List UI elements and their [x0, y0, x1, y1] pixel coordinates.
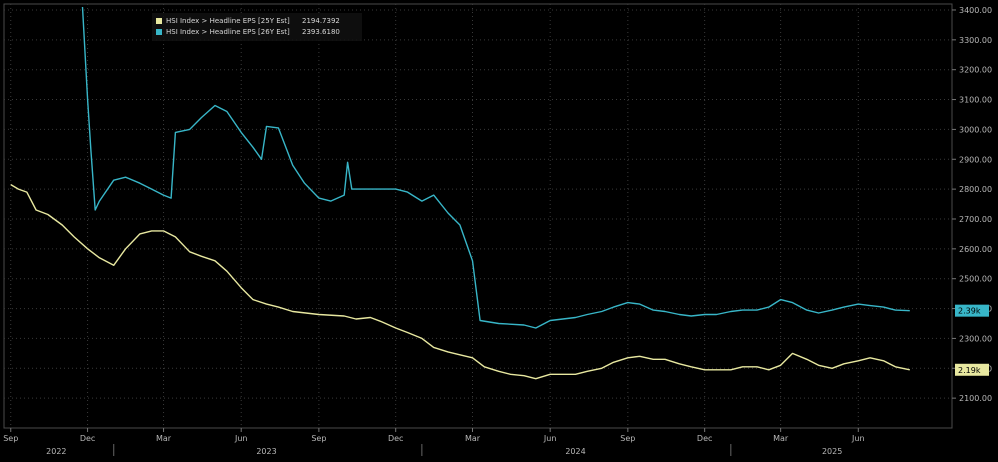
x-tick-label: Mar: [465, 434, 481, 443]
y-tick-label: 3200.00: [959, 66, 992, 75]
legend-series-name: HSI Index > Headline EPS [26Y Est]: [166, 28, 290, 36]
x-year-label: 2022: [46, 447, 66, 456]
x-tick-label: Sep: [3, 434, 18, 443]
x-year-label: 2023: [256, 447, 276, 456]
x-tick-label: Sep: [311, 434, 326, 443]
plot-frame: [3, 3, 953, 429]
last-value-label: 2.19k: [958, 366, 981, 375]
y-tick-label: 2500.00: [959, 275, 992, 284]
x-tick-label: Sep: [620, 434, 635, 443]
series-layer: [10, 6, 910, 380]
x-tick-label: Dec: [697, 434, 712, 443]
y-tick-label: 2900.00: [959, 155, 992, 164]
y-tick-label: 3000.00: [959, 125, 992, 134]
last-value-badge: [955, 304, 989, 317]
y-tick-label: 3100.00: [959, 96, 992, 105]
last-value-label: 2.39k: [958, 307, 981, 316]
x-tick-label: Dec: [80, 434, 95, 443]
legend-series-value: 2393.6180: [302, 28, 340, 36]
y-tick-label: 2600.00: [959, 245, 992, 254]
y-tick-label: 2100.00: [959, 394, 992, 403]
x-tick-label: Jun: [851, 434, 865, 443]
x-year-label: 2025: [822, 447, 842, 456]
legend: HSI Index > Headline EPS [25Y Est] 2194.7…: [152, 13, 362, 41]
legend-swatch: [156, 18, 162, 24]
x-tick-label: Jun: [543, 434, 557, 443]
grid-layer: [3, 3, 953, 429]
y-tick-label: 3300.00: [959, 36, 992, 45]
x-tick-label: Dec: [388, 434, 403, 443]
y-tick-label: 2300.00: [959, 334, 992, 343]
series-line-1: [10, 183, 910, 380]
y-tick-label: 2700.00: [959, 215, 992, 224]
y-tick-label: 3400.00: [959, 6, 992, 15]
y-tick-label: 2800.00: [959, 185, 992, 194]
legend-series-value: 2194.7392: [302, 17, 340, 25]
axis-layer: 2100.002200.002300.002400.002500.002600.…: [3, 6, 992, 456]
legend-box: [152, 13, 362, 41]
legend-series-name: HSI Index > Headline EPS [25Y Est]: [166, 17, 290, 25]
x-tick-label: Mar: [773, 434, 789, 443]
x-year-label: 2024: [565, 447, 585, 456]
legend-swatch: [156, 29, 162, 35]
x-tick-label: Jun: [234, 434, 248, 443]
x-tick-label: Mar: [156, 434, 172, 443]
last-value-badge: [955, 363, 989, 376]
series-line-2: [81, 6, 910, 329]
